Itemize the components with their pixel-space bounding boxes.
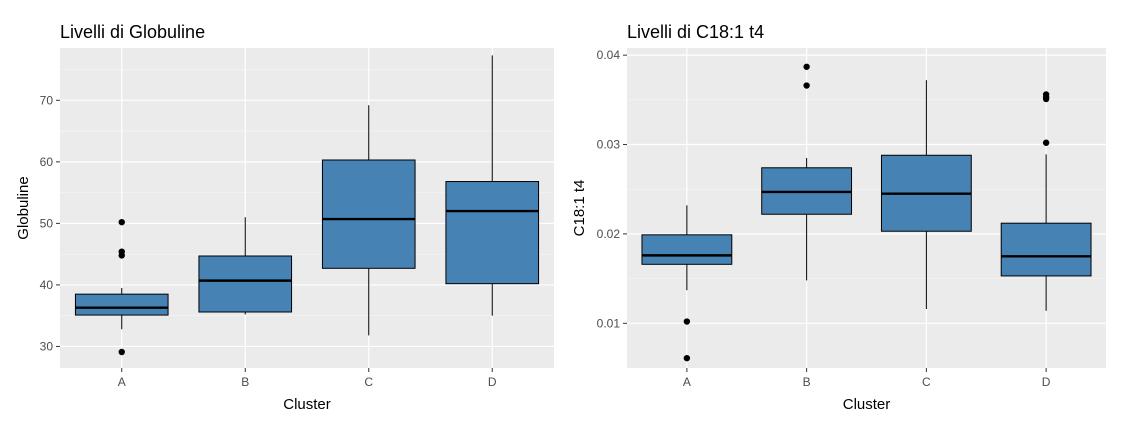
y-axis-label: Globuline bbox=[15, 176, 32, 239]
box-series bbox=[641, 63, 1092, 362]
x-tick-label: D bbox=[1042, 375, 1051, 389]
outlier-point bbox=[1042, 139, 1050, 146]
outlier-point bbox=[118, 348, 125, 356]
plot-background bbox=[627, 48, 1106, 368]
x-tick-label: B bbox=[803, 375, 811, 389]
box-body bbox=[445, 181, 540, 285]
box-d bbox=[445, 55, 540, 316]
y-tick-label: 0.01 bbox=[597, 316, 621, 330]
y-tick-label: 70 bbox=[40, 93, 54, 107]
x-axis-label: Cluster bbox=[283, 396, 331, 413]
outlier-point bbox=[803, 63, 810, 70]
y-tick-label: 0.03 bbox=[597, 138, 621, 152]
box-series bbox=[74, 55, 540, 356]
chart-c18-1-t4: Livelli di C18:1 t4 0.01 0.02 0.03 0.04 A B C… bbox=[571, 22, 1106, 413]
x-tick-label: B bbox=[241, 375, 249, 389]
y-tick-label: 60 bbox=[40, 155, 54, 169]
box-body bbox=[198, 255, 293, 313]
box-body bbox=[74, 293, 169, 316]
y-tick-label: 30 bbox=[40, 339, 54, 353]
x-axis-label: Cluster bbox=[843, 396, 891, 413]
box-a bbox=[641, 205, 733, 362]
chart-globuline: Livelli di Globuline 30 40 50 60 70 A B C D Clu… bbox=[15, 22, 554, 413]
x-tick-label: A bbox=[118, 375, 126, 389]
y-tick-label: 40 bbox=[40, 278, 54, 292]
box-c bbox=[321, 105, 416, 336]
outlier-point bbox=[683, 354, 691, 362]
x-tick-label: A bbox=[683, 375, 691, 389]
outlier-point bbox=[118, 248, 125, 255]
y-tick-label: 0.04 bbox=[597, 48, 621, 62]
box-b bbox=[198, 217, 293, 315]
box-b bbox=[761, 63, 853, 281]
box-a bbox=[74, 218, 169, 356]
y-axis-ticks: 0.01 0.02 0.03 0.04 bbox=[597, 48, 627, 330]
outlier-point bbox=[803, 82, 810, 89]
x-axis-ticks: A B C D bbox=[118, 368, 497, 389]
x-tick-label: C bbox=[922, 375, 931, 389]
chart-title: Livelli di Globuline bbox=[60, 22, 205, 42]
box-c bbox=[880, 80, 972, 310]
y-tick-label: 50 bbox=[40, 216, 54, 230]
y-axis-label: C18:1 t4 bbox=[571, 180, 588, 237]
box-d bbox=[1000, 91, 1092, 311]
x-tick-label: C bbox=[364, 375, 373, 389]
box-body bbox=[1000, 222, 1092, 277]
box-body bbox=[641, 234, 733, 265]
y-axis-ticks: 30 40 50 60 70 bbox=[40, 93, 60, 353]
y-tick-label: 0.02 bbox=[597, 227, 621, 241]
chart-title: Livelli di C18:1 t4 bbox=[627, 22, 764, 42]
outlier-point bbox=[118, 218, 125, 226]
outlier-point bbox=[1042, 91, 1050, 98]
x-axis-ticks: A B C D bbox=[683, 368, 1051, 389]
box-body bbox=[321, 159, 416, 269]
x-tick-label: D bbox=[488, 375, 497, 389]
outlier-point bbox=[683, 318, 691, 325]
